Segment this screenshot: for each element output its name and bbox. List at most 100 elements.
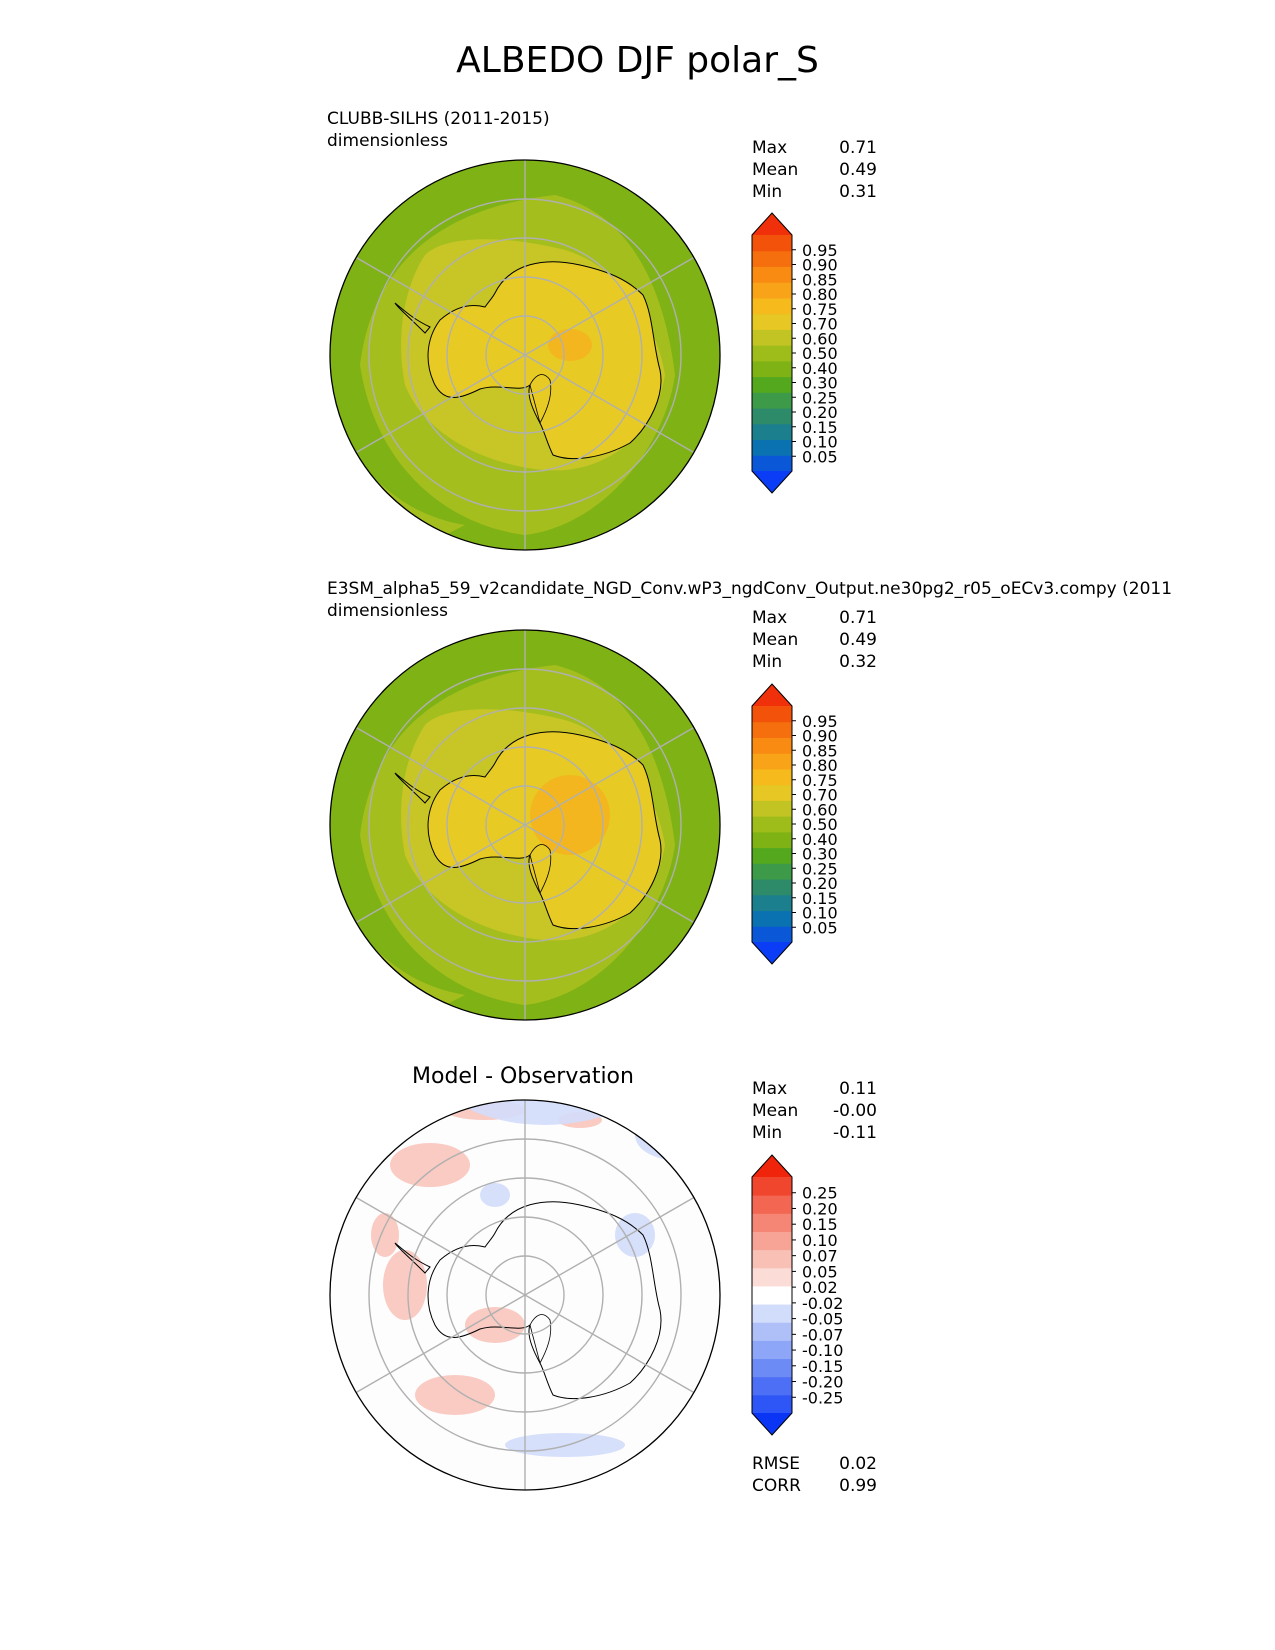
positive-anomaly [371,1213,399,1257]
colorbar-extend-min [752,471,792,493]
map-boundary [329,629,721,1021]
stat-value: -0.00 [833,1101,877,1121]
colorbar-tick-label: 0.70 [802,786,838,805]
colorbar-tick-label: 0.95 [802,241,838,260]
colorbar-extend-max [752,684,792,706]
panel-2-stats: Max 0.71 Mean 0.49 Min 0.32 [752,607,877,673]
stat-label: Min [752,652,783,672]
stat-value: 0.49 [839,630,877,650]
colorbar-tick-label: -0.20 [802,1373,843,1392]
metric-value: 0.99 [839,1476,877,1496]
colorbar-tick-label: 0.25 [802,859,838,878]
colorbar-segment [752,1358,792,1378]
colorbar-segment [752,894,792,912]
map-boundary [329,159,721,551]
colorbar-segment [752,250,792,267]
colorbar-segment [752,1322,792,1341]
panel-3-metrics: RMSE 0.02 CORR 0.99 [752,1453,877,1497]
colorbar-segment [752,297,792,315]
ice-shelf-coastline [529,1314,552,1365]
positive-anomaly [383,1250,427,1320]
colorbar-tick-label: 0.05 [802,918,838,937]
colorbar-tick-label: 0.90 [802,256,838,275]
stat-value: 0.32 [839,652,877,672]
negative-anomaly [480,1183,510,1207]
meridian-line [524,256,695,356]
colorbar-tick-label: 0.85 [802,270,838,289]
stat-value: 0.71 [839,608,877,628]
colorbar-tick-label: 0.95 [802,712,838,731]
stat-value: 0.11 [839,1079,877,1099]
colorbar-extend-min [752,942,792,964]
colorbar-tick-label: 0.02 [802,1278,838,1297]
positive-anomaly [415,1375,495,1415]
coastline [427,731,662,930]
panel-1-title-line1: CLUBB-SILHS (2011-2015) [327,109,550,129]
colorbar-segment [752,423,792,441]
coastline [427,1201,662,1400]
colorbar-segment [752,1376,792,1396]
colorbar-tick-label: 0.50 [802,344,838,363]
colorbar-tick-label: 0.20 [802,874,838,893]
diff-title: Model - Observation [412,1064,634,1089]
colorbar-segment [752,863,792,880]
panel-3-stats: Max 0.11 Mean -0.00 Min -0.11 [752,1078,877,1144]
colorbar-tick-label: 0.80 [802,756,838,775]
colorbar-tick-label: 0.05 [802,447,838,466]
colorbar-tick-label: 0.50 [802,815,838,834]
colorbar-tick-label: 0.25 [802,1184,838,1203]
colorbar-segment [752,1285,792,1305]
meridian-line [355,1294,526,1394]
stat-label: Mean [752,1101,799,1121]
colorbar-tick-label: 0.40 [802,830,838,849]
colorbar-segment [752,847,792,864]
colorbar-tick-label: -0.05 [802,1310,843,1329]
colorbar-tick-label: 0.75 [802,300,838,319]
panel-2-units: dimensionless [327,601,448,621]
colorbar-tick-label: 0.60 [802,329,838,348]
colorbar-tick-label: -0.10 [802,1341,843,1360]
colorbar-diff: -0.25-0.20-0.15-0.10-0.07-0.05-0.020.020… [751,1154,843,1436]
polar-map-diff [329,1099,721,1491]
colorbar-segment [752,313,792,330]
colorbar-segment [752,345,792,362]
stat-label: Max [752,1079,788,1099]
panel-2-title: E3SM_alpha5_59_v2candidate_NGD_Conv.wP3_… [327,578,1172,622]
colorbar-segment [752,816,792,833]
meridian-line [524,726,695,826]
colorbar-tick-label: 0.85 [802,741,838,760]
panel-1-title: CLUBB-SILHS (2011-2015) dimensionless [327,108,550,152]
colorbar-test: 0.050.100.150.200.250.300.400.500.600.70… [751,212,838,494]
colorbar-segment [752,879,792,896]
colorbar-tick-label: 0.15 [802,889,838,908]
meridian-line [355,1196,526,1296]
meridian-line [355,354,526,454]
colorbar-tick-label: 0.90 [802,727,838,746]
negative-anomaly [635,1110,715,1160]
colorbar-outline [751,683,793,965]
colorbar-segment [752,768,792,786]
coastline [427,261,662,460]
negative-anomaly [330,1455,347,1490]
colorbar-tick-label: 0.20 [802,403,838,422]
stat-value: 0.49 [839,160,877,180]
metric-label: RMSE [752,1454,801,1474]
colorbar-outline [751,212,793,494]
colorbar-tick-label: 0.70 [802,315,838,334]
colorbar-tick-label: -0.02 [802,1294,843,1313]
meridian-line [355,726,526,826]
colorbar-segment [752,1249,792,1269]
stat-label: Min [752,1123,783,1143]
colorbar-tick-label: 0.25 [802,388,838,407]
peninsula-coastline [394,1242,431,1274]
colorbar-tick-label: 0.75 [802,771,838,790]
stat-label: Mean [752,630,799,650]
colorbar-tick-label: 0.15 [802,1215,838,1234]
stat-label: Mean [752,160,799,180]
negative-anomaly [615,1213,655,1257]
colorbar-segment [752,439,792,456]
colorbar-tick-label: 0.30 [802,845,838,864]
polar-map-test [329,159,721,551]
colorbar-segment [752,737,792,754]
peninsula-coastline [394,772,431,804]
